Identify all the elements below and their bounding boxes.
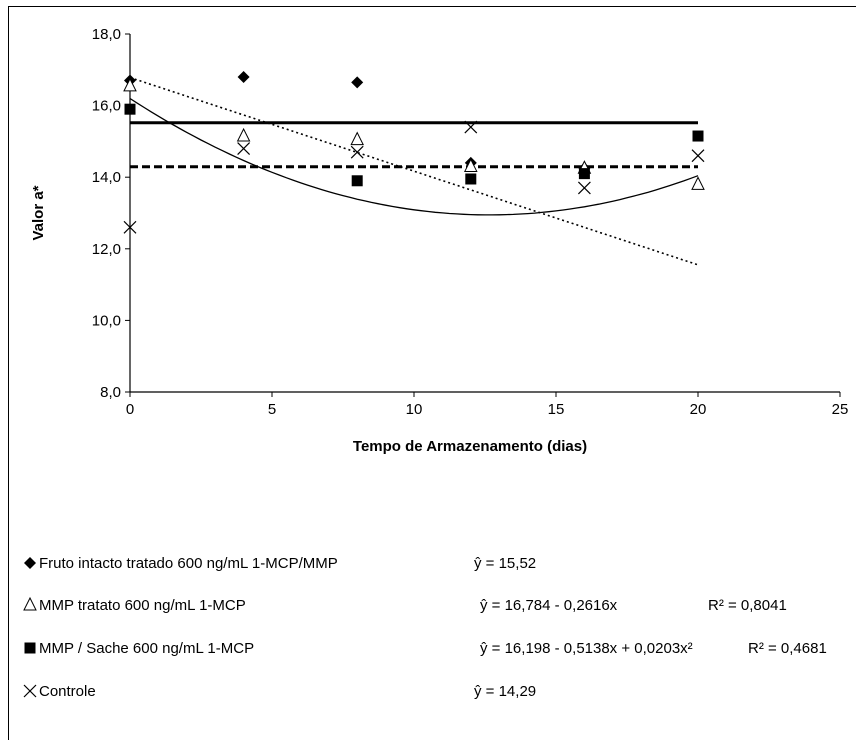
legend-marker <box>23 684 37 698</box>
axes: 8,0 10,0 12,0 14,0 16,0 18,0 0 5 10 15 20 25 <box>92 26 849 418</box>
x-stroke <box>350 145 364 159</box>
data-point-series-3 <box>124 103 136 115</box>
data-point-series-3 <box>465 173 477 185</box>
square-shape <box>465 173 477 185</box>
diamond-shape <box>237 70 250 83</box>
legend-marker <box>24 642 36 654</box>
triangle-shape <box>350 131 365 146</box>
x-tick-label: 25 <box>832 401 849 418</box>
y-tick-label: 18,0 <box>92 26 121 43</box>
legend-r-squared: R² = 0,4681 <box>748 640 827 657</box>
x-stroke <box>464 120 478 134</box>
triangle-shape <box>463 158 478 172</box>
data-point-series-1 <box>351 76 364 89</box>
y-tick-label: 12,0 <box>92 241 121 258</box>
legend-item: Fruto intacto tratado 600 ng/mL 1-MCP/MM… <box>24 555 536 572</box>
data-point-series-2 <box>463 158 478 172</box>
y-tick-label: 8,0 <box>100 384 121 401</box>
trend-lines <box>129 76 699 266</box>
legend: Fruto intacto tratado 600 ng/mL 1-MCP/MM… <box>23 555 827 700</box>
data-point-series-1 <box>237 70 250 83</box>
legend-equation: ŷ = 14,29 <box>474 683 536 700</box>
data-point-series-3 <box>578 168 590 180</box>
legend-label: MMP / Sache 600 ng/mL 1-MCP <box>39 640 254 657</box>
legend-item: MMP tratato 600 ng/mL 1-MCP ŷ = 16,784 - … <box>23 596 787 614</box>
y-tick-label: 14,0 <box>92 169 121 186</box>
square-shape <box>578 168 590 180</box>
data-point-series-2 <box>123 77 137 92</box>
data-point-series-4 <box>691 149 705 163</box>
x-axis-title: Tempo de Armazenamento (dias) <box>353 438 587 455</box>
legend-equation: ŷ = 16,784 - 0,2616x <box>480 597 618 614</box>
data-point-series-4 <box>237 142 251 155</box>
data-point-series-2 <box>350 131 365 146</box>
triangle-shape <box>691 176 705 190</box>
square-shape <box>351 175 363 187</box>
diamond-shape <box>351 76 364 89</box>
triangle-shape <box>23 596 37 611</box>
triangle-shape <box>236 127 251 142</box>
data-point-series-4 <box>464 120 478 134</box>
legend-label: Fruto intacto tratado 600 ng/mL 1-MCP/MM… <box>39 555 338 572</box>
data-point-series-4 <box>577 181 591 195</box>
data-point-series-2 <box>236 127 251 142</box>
legend-equation: ŷ = 16,198 - 0,5138x + 0,0203x² <box>480 640 693 657</box>
legend-marker <box>24 557 36 569</box>
diamond-shape <box>24 557 36 569</box>
legend-label: MMP tratato 600 ng/mL 1-MCP <box>39 597 246 614</box>
data-point-series-4 <box>123 220 137 234</box>
x-stroke <box>691 149 705 163</box>
data-point-series-3 <box>692 130 704 142</box>
x-tick-label: 15 <box>548 401 565 418</box>
triangle-shape <box>123 77 137 92</box>
legend-item: Controle ŷ = 14,29 <box>23 683 536 700</box>
y-axis-title: Valor a* <box>30 185 47 240</box>
legend-equation: ŷ = 15,52 <box>474 555 536 572</box>
x-tick-label: 10 <box>406 401 423 418</box>
square-shape <box>24 642 36 654</box>
y-tick-label: 16,0 <box>92 98 121 115</box>
square-shape <box>692 130 704 142</box>
data-points <box>123 70 705 234</box>
x-tick-label: 5 <box>268 401 276 418</box>
data-point-series-2 <box>691 176 705 190</box>
x-stroke <box>123 220 137 234</box>
x-stroke <box>237 142 251 155</box>
chart-frame <box>8 6 856 740</box>
trend-line-series-2 <box>129 76 699 266</box>
y-tick-label: 10,0 <box>92 312 121 329</box>
legend-label: Controle <box>39 683 96 700</box>
legend-item: MMP / Sache 600 ng/mL 1-MCP ŷ = 16,198 - … <box>24 640 827 657</box>
square-shape <box>124 103 136 115</box>
legend-r-squared: R² = 0,8041 <box>708 597 787 614</box>
trend-line-series-3 <box>129 97 699 216</box>
x-tick-label: 0 <box>126 401 134 418</box>
legend-marker <box>23 596 37 611</box>
data-point-series-4 <box>350 145 364 159</box>
x-tick-label: 20 <box>690 401 707 418</box>
x-stroke <box>577 181 591 195</box>
x-stroke <box>23 684 37 698</box>
data-point-series-3 <box>351 175 363 187</box>
